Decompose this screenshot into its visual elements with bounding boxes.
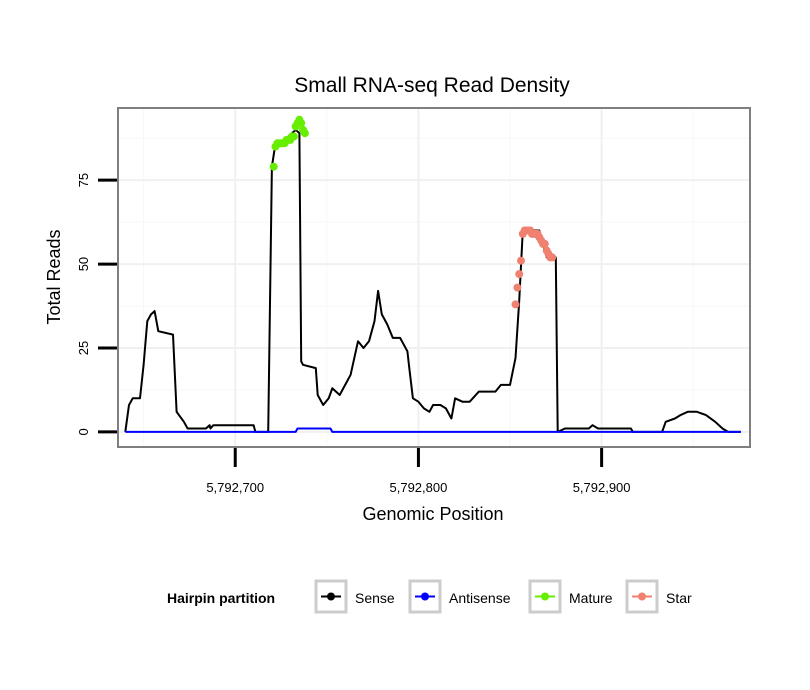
legend-label: Antisense	[449, 590, 511, 606]
legend: Hairpin partition Sense Antisense Mature St…	[167, 579, 692, 614]
data-point-star	[511, 300, 520, 309]
series-lines	[124, 128, 741, 433]
data-point-star	[548, 253, 557, 262]
legend-label: Sense	[355, 590, 395, 606]
legend-item-sense: Sense	[314, 579, 395, 614]
legend-title: Hairpin partition	[167, 590, 275, 606]
y-tick-label: 75	[76, 173, 91, 187]
y-axis: 0 25 50 75	[76, 173, 117, 436]
panel-border	[117, 107, 751, 448]
data-point-mature	[300, 129, 309, 138]
y-tick-label: 0	[76, 428, 91, 435]
y-axis-title: Total Reads	[44, 229, 64, 324]
legend-key-point	[541, 592, 549, 601]
data-point-star	[513, 283, 522, 292]
data-point-mature	[289, 132, 298, 141]
x-tick-label: 5,792,900	[573, 480, 631, 495]
series-points	[269, 115, 557, 309]
legend-key-point	[638, 592, 646, 601]
data-point-star	[515, 270, 524, 279]
y-tick-label: 50	[76, 257, 91, 271]
legend-item-antisense: Antisense	[408, 579, 511, 614]
legend-item-mature: Mature	[528, 579, 613, 614]
x-axis-title: Genomic Position	[362, 504, 503, 524]
chart-title: Small RNA-seq Read Density	[294, 74, 570, 97]
data-point-star	[517, 256, 525, 265]
legend-label: Mature	[569, 590, 613, 606]
series-line-antisense	[125, 427, 741, 433]
legend-key-point	[327, 592, 335, 601]
x-tick-label: 5,792,800	[390, 480, 448, 495]
series-line-sense	[124, 128, 741, 433]
plot-panel	[118, 108, 750, 447]
x-axis: 5,792,700 5,792,800 5,792,900	[206, 448, 631, 495]
x-tick-label: 5,792,700	[206, 480, 264, 495]
legend-key-point	[421, 592, 429, 601]
data-point-mature	[269, 162, 278, 171]
y-tick-label: 25	[76, 341, 91, 355]
data-point-star	[540, 239, 549, 248]
data-point-mature	[297, 119, 306, 128]
legend-label: Star	[666, 590, 692, 606]
legend-item-star: Star	[625, 579, 692, 614]
